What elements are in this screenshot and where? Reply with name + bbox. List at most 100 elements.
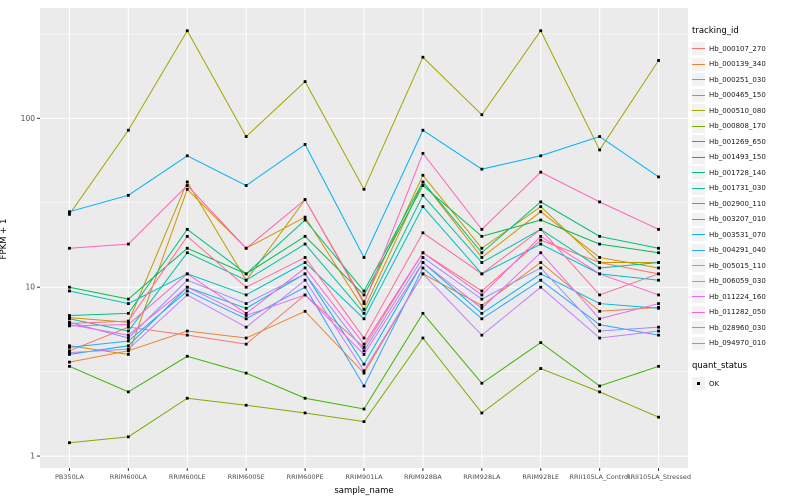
data-point [657, 415, 660, 419]
legend-key-line-icon [692, 321, 705, 335]
legend-key-line-icon [692, 274, 705, 288]
data-point [598, 336, 602, 340]
data-point [539, 29, 543, 33]
data-point [244, 336, 248, 340]
legend-item-label: Hb_005015_110 [709, 261, 766, 270]
data-point [244, 246, 248, 250]
data-point [598, 390, 602, 394]
data-point [244, 135, 248, 138]
data-point [126, 353, 130, 356]
legend-key-line-icon [692, 181, 705, 195]
legend-item-quant-status: OK [692, 376, 798, 392]
data-point [362, 346, 366, 349]
data-point [126, 339, 130, 343]
legend-item: Hb_000510_080 [692, 103, 798, 119]
legend-key-line-icon [692, 243, 705, 257]
data-point [185, 354, 189, 358]
data-point [480, 227, 484, 231]
data-point [480, 246, 484, 250]
data-point [244, 317, 248, 321]
data-point [303, 396, 307, 400]
data-point [480, 251, 484, 255]
legend-key-line-icon [692, 259, 705, 273]
x-tick-label: RRIM600PE [287, 473, 324, 481]
legend-item-label: Hb_000251_030 [709, 75, 766, 84]
data-point [185, 187, 189, 191]
data-point [303, 218, 307, 222]
legend-item: Hb_003531_070 [692, 227, 798, 243]
data-point [126, 435, 130, 439]
data-point [480, 113, 484, 117]
legend-item: Hb_001269_650 [692, 134, 798, 150]
data-point [539, 205, 543, 209]
legend-item-label: Hb_003531_070 [709, 230, 766, 239]
data-point [362, 256, 366, 259]
data-point [657, 329, 660, 333]
data-point [362, 317, 366, 321]
legend-item-label: Hb_004291_040 [709, 246, 766, 255]
data-point [657, 246, 660, 250]
data-point [657, 325, 660, 329]
data-point [480, 317, 484, 321]
data-point [539, 227, 543, 231]
data-point [598, 261, 602, 264]
data-point [657, 278, 660, 282]
data-point [362, 407, 366, 411]
data-point [421, 251, 425, 255]
y-tick-label: 10 [25, 283, 35, 292]
y-tick-label: 100 [21, 114, 36, 123]
x-tick-label: RRIM901LA [345, 473, 383, 481]
data-point [598, 200, 602, 204]
data-point [303, 242, 307, 246]
data-point [126, 347, 130, 351]
x-tick-label: PB350LA [55, 473, 85, 481]
x-tick-label: RRIM600LE [169, 473, 206, 481]
data-point [303, 293, 307, 297]
data-point [303, 285, 307, 289]
x-tick-label: RRIM928LA [463, 473, 501, 481]
data-point [421, 193, 425, 197]
data-point [539, 242, 543, 246]
data-point [421, 205, 425, 209]
data-point [68, 360, 71, 364]
data-point [126, 302, 130, 305]
legend-item: Hb_000251_030 [692, 72, 798, 88]
data-point [598, 384, 602, 388]
data-point [68, 324, 71, 328]
data-point [68, 353, 71, 356]
data-point [480, 304, 484, 307]
data-point [480, 272, 484, 276]
data-point [598, 302, 602, 305]
legend-item-label: Hb_011224_160 [709, 292, 766, 301]
data-point [598, 148, 602, 152]
data-point [598, 309, 602, 313]
data-point [362, 369, 366, 373]
data-point [303, 215, 307, 219]
data-point [362, 371, 366, 375]
data-point [244, 302, 248, 305]
x-tick-label: RRIM600SE [228, 473, 265, 481]
data-point [303, 278, 307, 282]
legend-item: Hb_002900_110 [692, 196, 798, 212]
data-point [185, 285, 189, 289]
data-point [480, 234, 484, 238]
data-point [244, 371, 248, 375]
x-axis-title: sample_name [334, 486, 394, 496]
data-point [480, 167, 484, 171]
data-point [362, 293, 366, 297]
data-point [185, 251, 189, 255]
data-point [244, 272, 248, 276]
data-point [598, 266, 602, 270]
data-point [362, 353, 366, 356]
legend-key-point-icon [692, 377, 705, 391]
data-point [421, 231, 425, 235]
legend-item-label: Hb_001493_150 [709, 153, 766, 162]
legend-item: Hb_005015_110 [692, 258, 798, 274]
data-point [480, 289, 484, 293]
data-point [421, 336, 425, 340]
data-point [185, 329, 189, 333]
data-point [421, 128, 425, 132]
data-point [126, 128, 130, 132]
data-point [657, 227, 660, 231]
